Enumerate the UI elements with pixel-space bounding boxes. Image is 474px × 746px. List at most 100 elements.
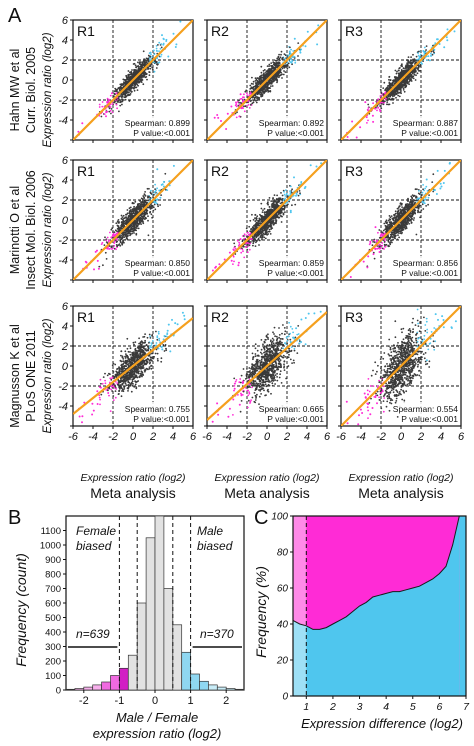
male-point (285, 193, 288, 196)
data-point (141, 61, 144, 63)
data-point (134, 73, 136, 75)
female-point (232, 263, 234, 265)
data-point (380, 107, 383, 110)
data-point (255, 99, 257, 102)
data-point (276, 194, 278, 197)
male-point (155, 45, 158, 47)
male-point (160, 43, 163, 45)
data-point (122, 241, 125, 244)
data-point (408, 83, 410, 86)
data-point (406, 62, 408, 65)
female-point (249, 242, 252, 245)
female-point (247, 100, 250, 102)
data-point (118, 86, 120, 89)
data-point (120, 223, 123, 226)
data-point (126, 209, 129, 211)
female-point (346, 136, 349, 138)
data-point (270, 208, 273, 211)
data-point (275, 198, 278, 200)
replicate-label: R3 (345, 23, 363, 39)
data-point (129, 233, 132, 236)
data-point (143, 193, 146, 196)
male-point (418, 55, 421, 58)
data-point (100, 115, 103, 118)
data-point (272, 200, 274, 203)
data-point (289, 46, 291, 49)
data-point (131, 214, 134, 216)
male-point (184, 157, 186, 159)
female-point (240, 251, 243, 254)
data-point (272, 70, 274, 72)
female-point (241, 107, 244, 110)
data-point (252, 218, 255, 221)
data-point (276, 81, 278, 84)
data-point (415, 55, 418, 58)
data-point (431, 53, 434, 56)
male-point (166, 189, 169, 192)
data-point (270, 200, 273, 203)
data-point (115, 222, 118, 225)
data-point (127, 81, 130, 83)
female-point (365, 116, 368, 119)
data-point (142, 212, 145, 215)
male-point (156, 168, 159, 171)
data-point (261, 238, 263, 241)
data-point (147, 219, 149, 222)
data-point (407, 56, 410, 58)
data-point (120, 84, 123, 87)
data-point (256, 223, 259, 226)
data-point (123, 85, 125, 88)
a-xlabel-col-3: Expression ratio (log2) (348, 472, 453, 484)
data-point (157, 44, 159, 46)
female-point (101, 101, 104, 103)
data-point (135, 82, 138, 85)
data-point (272, 197, 274, 200)
data-point (280, 201, 283, 204)
male-point (174, 46, 177, 48)
male-point (153, 200, 156, 203)
data-point (123, 231, 126, 233)
data-point (269, 233, 272, 235)
data-point (271, 210, 274, 213)
data-point (120, 235, 123, 237)
p-value: P value:<0.001 (133, 268, 190, 278)
data-point (110, 246, 113, 249)
data-point (387, 94, 389, 97)
data-point (122, 233, 125, 236)
data-point (133, 205, 136, 208)
y-tick-label: 2 (61, 195, 68, 207)
data-point (108, 107, 111, 110)
data-point (400, 69, 403, 71)
male-point (153, 53, 156, 56)
male-point (289, 209, 292, 212)
data-point (266, 202, 269, 205)
spearman-value: Spearman: 0.899 (125, 118, 190, 128)
data-point (137, 76, 140, 79)
data-point (387, 219, 390, 222)
data-point (255, 101, 258, 104)
data-point (138, 218, 141, 221)
data-point (273, 79, 276, 82)
female-point (106, 97, 109, 100)
data-point (147, 234, 150, 237)
data-point (116, 100, 119, 102)
data-point (129, 218, 132, 221)
data-point (140, 73, 143, 76)
data-point (103, 244, 106, 247)
data-point (117, 219, 120, 221)
data-point (116, 220, 119, 223)
data-point (259, 229, 261, 232)
data-point (395, 96, 397, 99)
female-point (242, 250, 244, 253)
data-point (140, 213, 143, 216)
data-point (403, 90, 406, 93)
data-point (274, 204, 277, 207)
data-point (413, 58, 416, 61)
male-point (185, 156, 187, 158)
data-point (298, 190, 301, 192)
data-point (252, 101, 255, 104)
data-point (123, 236, 126, 239)
a-xlabel-col-2: Expression ratio (log2) (214, 472, 319, 484)
